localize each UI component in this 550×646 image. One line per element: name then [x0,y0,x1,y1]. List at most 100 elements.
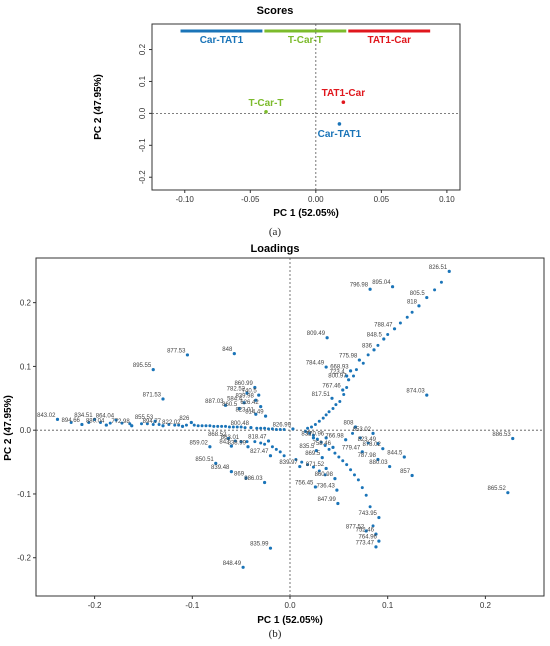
loading-point [351,431,355,435]
loading-point-label: 877.52 [346,524,365,530]
loading-point-label: 835.99 [250,542,269,548]
loading-point-label: 758.46 [313,441,332,447]
scores-points: Car-TAT1 T-Car-T TAT1-Car [249,88,366,140]
loading-point [333,451,337,455]
loading-point [241,565,245,569]
loading-point [511,436,515,441]
loading-point-label: 848.5 [367,332,383,338]
scores-legend-label: TAT1-Car [367,35,411,46]
loading-point-label: 839.48 [211,465,230,471]
loading-point [259,404,263,409]
loading-point [226,436,231,441]
loading-point [253,440,257,444]
loading-point [204,424,208,428]
loading-point-label: 839.97 [279,460,298,466]
scores-y-tick-label: -0.2 [138,170,147,184]
loading-point [357,358,361,362]
loading-point [313,485,317,489]
loading-point [268,454,273,458]
loading-point-label: 668.93 [330,364,349,370]
scores-point [341,100,346,105]
loading-point [254,412,258,416]
loading-point-label: 850.51 [195,457,214,463]
loading-point [98,421,102,425]
loading-point [263,414,268,418]
scores-axes: -0.10 -0.05 0.00 0.05 0.10 -0.2 -0.1 0.0 0.1 0.2 [138,24,460,204]
loading-point-label: 796.98 [350,283,369,289]
loading-point [354,368,358,372]
loading-point [360,450,364,454]
loading-point [180,424,185,428]
loadings-y-tick-label: 0.1 [20,362,32,371]
loading-point-label: 864.04 [96,413,115,419]
loading-point [376,441,380,446]
loading-point [311,465,315,469]
loading-point [196,424,200,428]
loading-point [263,480,267,485]
loading-point [371,431,375,435]
loading-point [311,436,316,440]
loading-point-label: 827.47 [250,449,269,455]
loading-point [327,447,331,451]
loading-point [200,424,204,428]
loading-point-label: 886.53 [492,432,511,438]
loading-point-label: 887.03 [205,399,224,405]
loading-point [333,477,337,481]
loading-point-label: 877.53 [167,348,186,354]
loading-point-label: 859.02 [190,440,209,446]
scores-x-tick-label: -0.05 [241,195,260,204]
loading-point [402,455,406,459]
scores-chart: Scores Car-TAT1 T-Car-T TAT1-Car -0.10 -0.0… [93,5,461,219]
loading-point-label: 844.5 [387,450,403,456]
loading-point [368,505,372,509]
loading-point [243,426,247,430]
loading-point-label: 843.02 [37,413,56,419]
scores-y-tick-label: -0.1 [138,138,147,152]
loading-point [114,418,118,422]
loading-point-label: 740.5 [242,389,258,395]
loading-point-label: 836 [362,343,373,349]
loading-point [282,454,286,458]
loading-point [93,417,97,421]
loading-point [376,457,380,462]
loading-point [398,321,402,325]
loading-point [294,458,298,462]
scores-legend-label: T-Car-T [288,35,323,46]
loading-point [253,385,257,390]
loading-point [352,374,355,378]
loading-point [425,393,429,397]
loading-point [69,421,73,425]
loading-point-label: 853.02 [353,427,372,433]
loading-point [214,461,218,465]
loading-point [227,425,231,429]
loading-point [348,369,353,373]
loading-point [368,287,372,291]
loading-point-label: 865.52 [487,486,506,492]
loading-point [87,421,91,425]
loading-point-label: 784.49 [306,361,325,367]
loading-point [267,427,271,431]
loading-point [130,424,134,428]
loading-point [447,269,451,273]
loadings-x-tick-label: 0.2 [480,601,492,610]
loading-point [331,407,335,411]
caption-b: (b) [268,628,282,640]
loading-point-label: 818 [407,299,418,305]
loading-point [304,429,308,433]
loading-point [439,280,443,284]
loading-point [270,427,274,431]
loading-point-label: 823.01 [235,408,254,414]
loading-point [233,439,237,443]
loading-point-label: 779.47 [342,445,361,451]
loading-point-label: 808 [343,421,354,427]
loading-point-label: 775.98 [339,354,358,360]
loading-point-label: 832 [301,431,312,437]
loading-point-label: 822.02 [162,420,181,426]
loading-point [208,445,212,449]
loading-point [246,445,250,449]
loading-point-label: 826.51 [429,265,448,271]
loading-point-label: 823.49 [358,437,377,443]
loading-point [167,422,171,426]
loading-point-label: 871.53 [143,392,162,398]
loading-point [324,436,328,440]
